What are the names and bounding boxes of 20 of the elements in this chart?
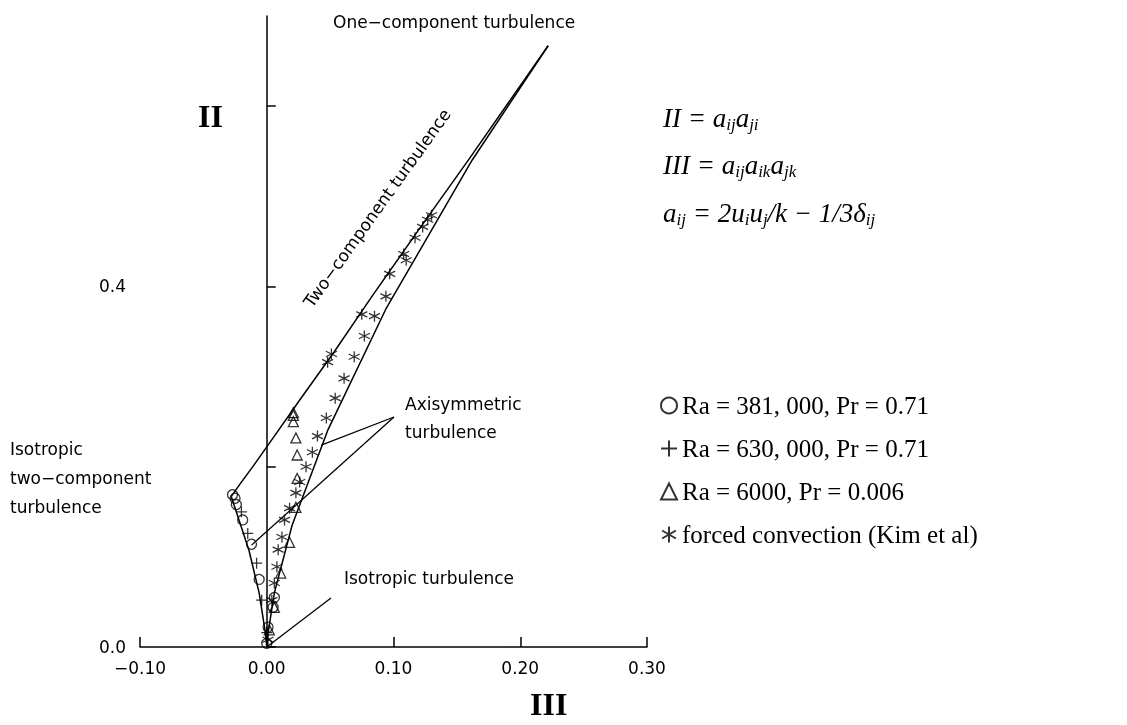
text: III = aijaikajk [662, 150, 797, 181]
legend-label: Ra = 381, 000, Pr = 0.71 [682, 392, 929, 419]
annotation: Isotropic two−component turbulence [10, 439, 152, 517]
legend-label: forced convection (Kim et al) [682, 521, 978, 549]
legend-label: Ra = 630, 000, Pr = 0.71 [682, 435, 929, 462]
x-axis-title: III [530, 686, 568, 722]
annotation: One−component turbulence [333, 12, 576, 32]
x-tick-label: 0.20 [501, 657, 540, 678]
y-tick-label: 0.0 [98, 637, 126, 657]
text: II = aijaji [662, 103, 759, 134]
x-tick-label: 0.30 [628, 657, 666, 678]
annotation: Axisymmetric turbulence [405, 393, 522, 443]
x-tick-label: 0.00 [247, 657, 286, 678]
text: aij = 2uiuj/k − 1/3δij [663, 198, 876, 229]
annotation: Isotropic turbulence [344, 568, 514, 588]
x-tick-label: 0.10 [374, 657, 413, 678]
y-tick-label: 0.4 [98, 276, 126, 297]
x-tick-label: −0.10 [113, 657, 167, 678]
y-axis-title: II [198, 98, 223, 134]
legend-label: Ra = 6000, Pr = 0.006 [682, 478, 904, 505]
